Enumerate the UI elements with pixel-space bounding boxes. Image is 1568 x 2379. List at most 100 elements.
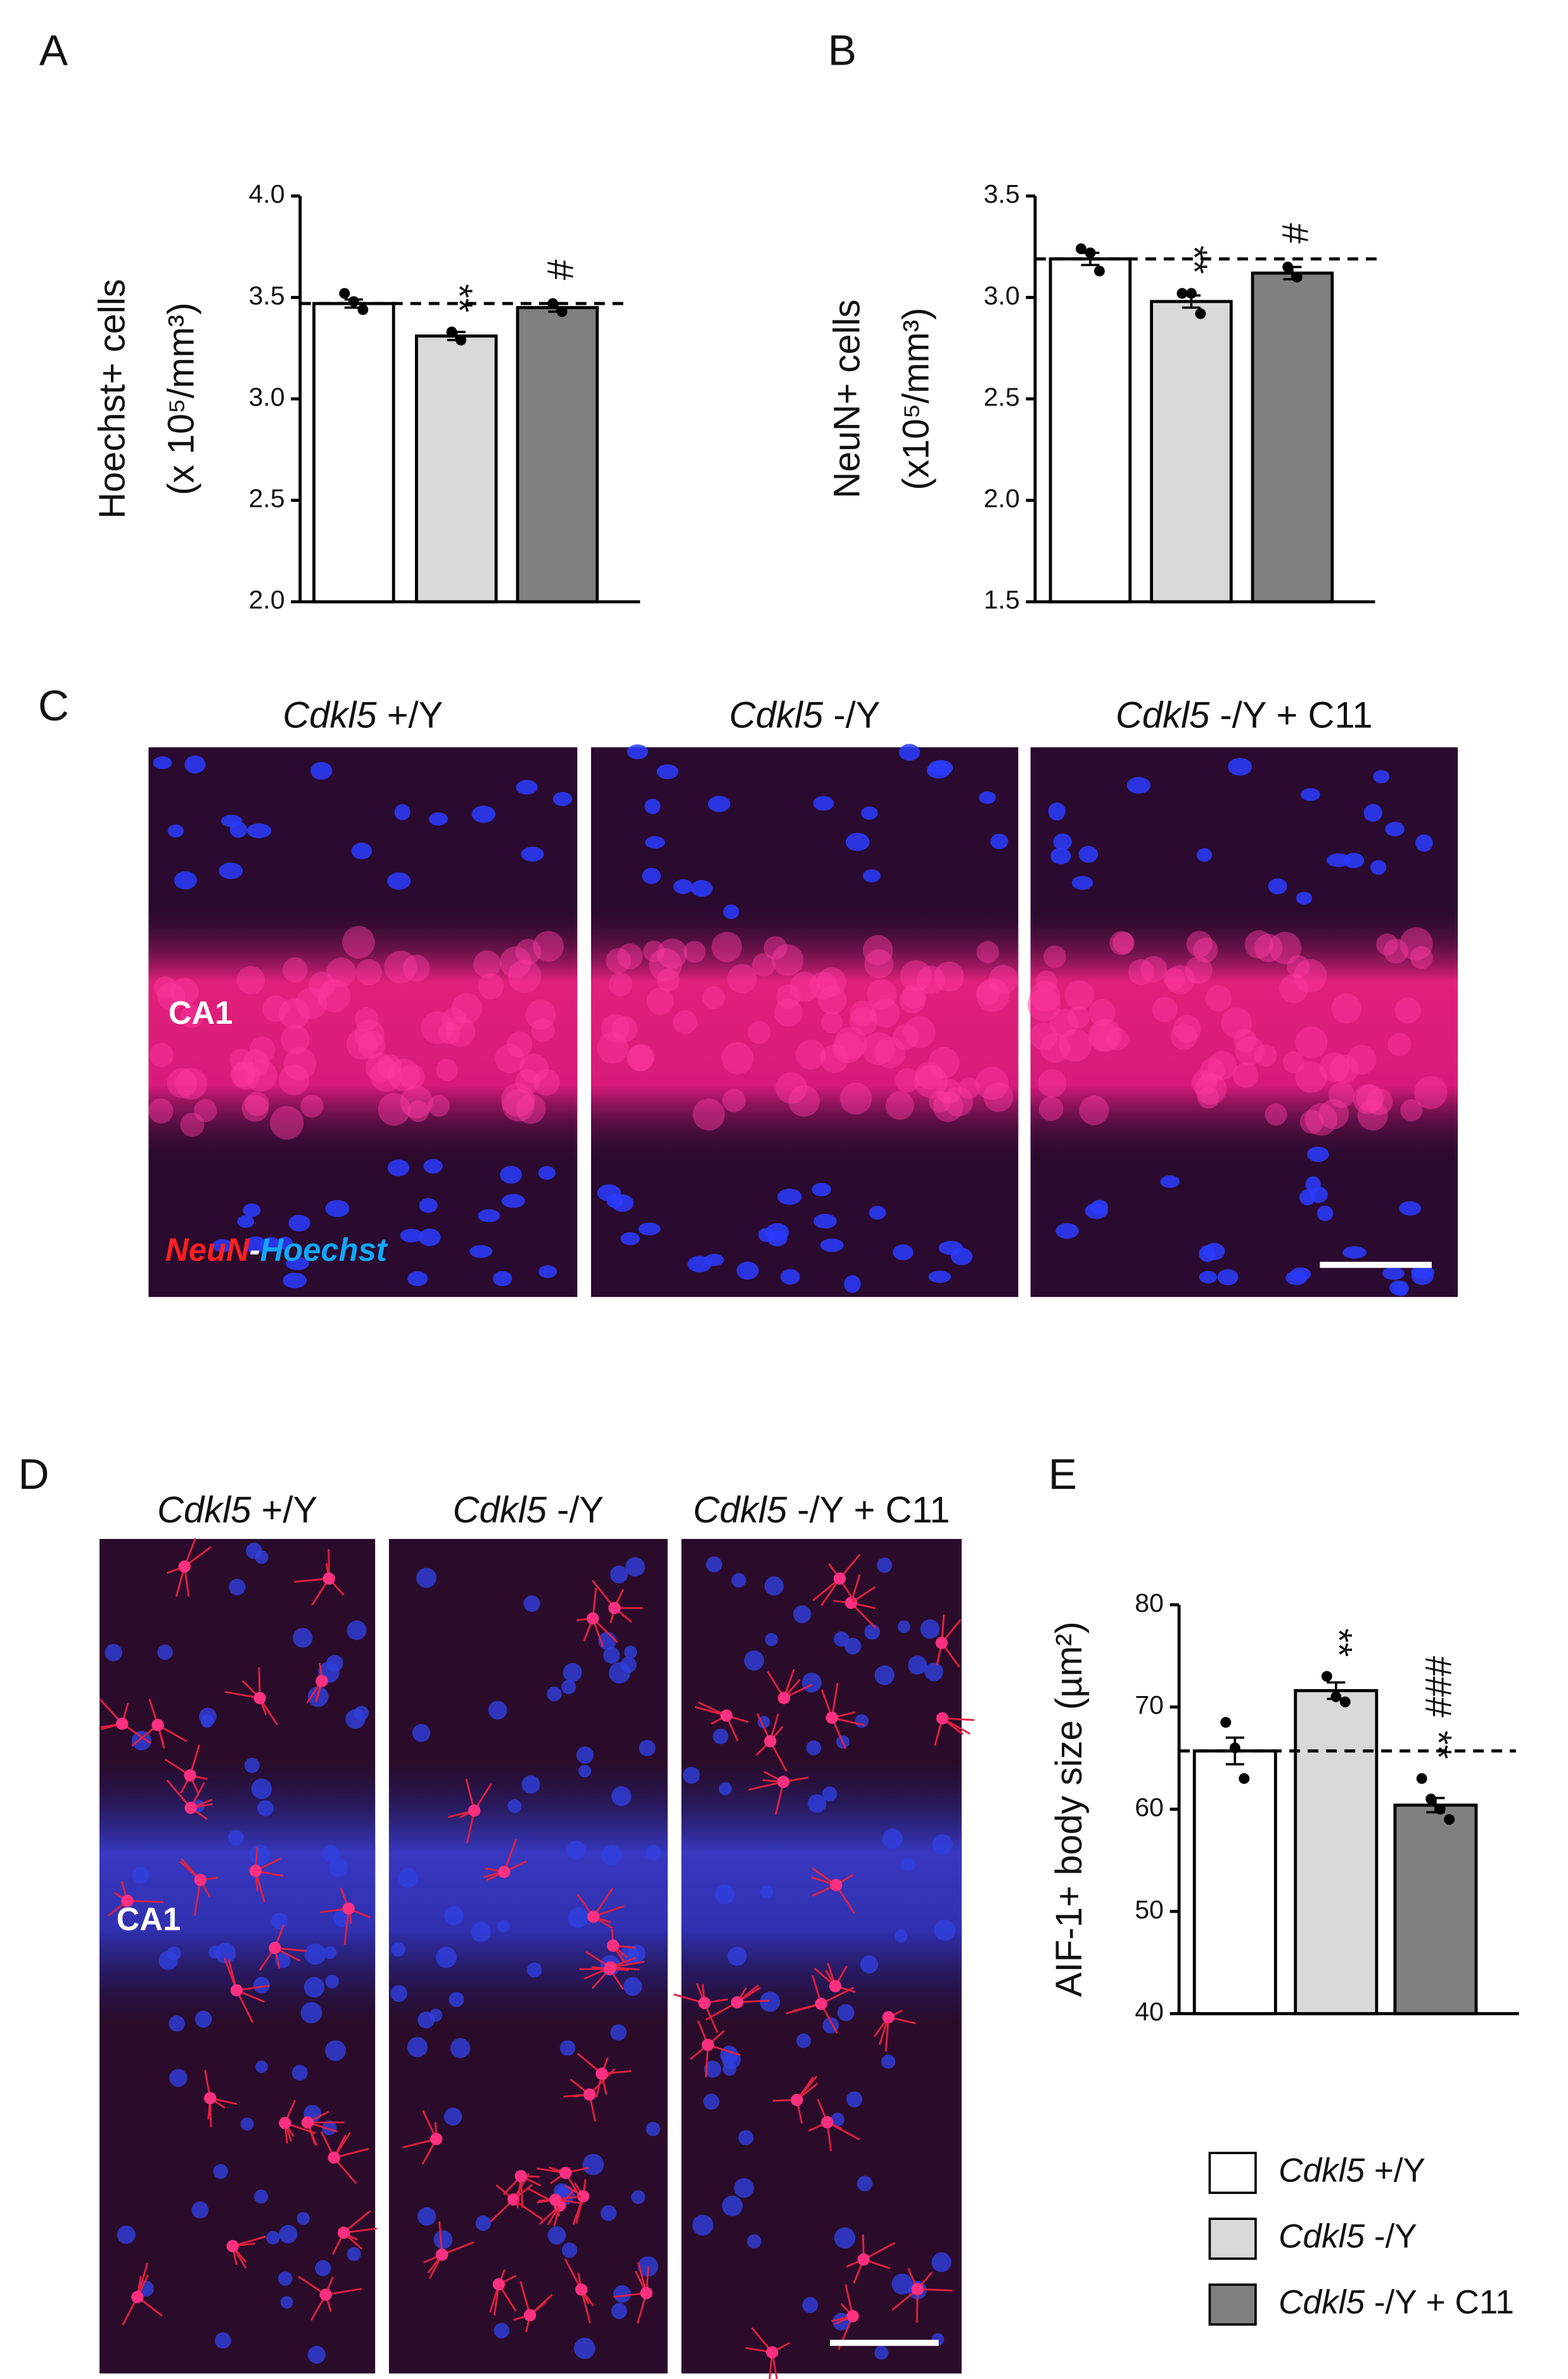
neuron: [1193, 937, 1218, 963]
neuron: [1090, 1021, 1119, 1051]
nucleus: [744, 1650, 765, 1671]
neuron: [1414, 1076, 1448, 1109]
neuron: [500, 1083, 535, 1117]
nucleus: [322, 2120, 337, 2136]
neuron: [326, 957, 357, 987]
nucleus: [547, 2226, 566, 2245]
nucleus: [501, 1194, 525, 1208]
nucleus: [1415, 834, 1433, 852]
nucleus: [731, 1572, 746, 1588]
nucleus: [845, 832, 870, 851]
neuron: [370, 1059, 402, 1092]
neuron: [763, 936, 787, 960]
nucleus: [435, 1946, 457, 1968]
neuron: [1365, 1088, 1393, 1116]
nucleus: [802, 2297, 819, 2313]
nucleus: [345, 1709, 366, 1729]
micrograph: [148, 747, 578, 1298]
y-tick-label: 3.5: [248, 281, 284, 310]
neuron: [1191, 1069, 1218, 1096]
panel-title: Cdkl5 -/Y + C11: [693, 1489, 950, 1531]
neuron: [1356, 1084, 1384, 1113]
nucleus: [642, 867, 661, 884]
nucleus: [1382, 1266, 1405, 1280]
neuron: [1059, 1029, 1092, 1062]
neuron: [817, 967, 846, 997]
neuron: [170, 978, 199, 1007]
neuron: [1232, 1062, 1259, 1088]
nucleus: [538, 1265, 558, 1279]
neuron: [355, 959, 383, 986]
neuron: [283, 957, 308, 983]
microglia: [322, 1572, 335, 1585]
neuron: [1293, 959, 1327, 993]
nucleus: [708, 796, 730, 812]
nucleus: [184, 755, 206, 774]
y-tick-label: 70: [1135, 1690, 1164, 1719]
neuron: [1040, 1033, 1070, 1063]
data-point: [1330, 1691, 1342, 1702]
neuron: [230, 1062, 255, 1087]
nucleus: [246, 823, 272, 838]
data-point: [1085, 247, 1096, 258]
microglia: [121, 1894, 134, 1907]
nucleus: [627, 744, 648, 760]
region-label: CA1: [169, 995, 233, 1031]
nucleus: [521, 1775, 540, 1794]
significance-mark: **: [438, 284, 480, 312]
nucleus: [157, 1644, 173, 1661]
nucleus: [310, 762, 333, 780]
microglia: [730, 1996, 744, 2009]
neuron: [519, 1053, 549, 1083]
neuron: [507, 959, 542, 993]
microglia: [766, 2346, 779, 2359]
microglia: [249, 1865, 262, 1877]
data-point: [1339, 1696, 1351, 1707]
neuron: [1318, 1099, 1349, 1130]
neuron: [1221, 1007, 1252, 1038]
nucleus: [492, 1271, 513, 1287]
neuron: [1027, 988, 1061, 1022]
nucleus: [727, 1946, 747, 1966]
nucleus: [387, 872, 411, 890]
microglia: [596, 2067, 608, 2080]
neuron: [927, 1047, 960, 1079]
nucleus: [497, 1920, 510, 1932]
neuron: [976, 980, 1001, 1005]
nucleus: [813, 796, 834, 811]
nucleus: [169, 2015, 185, 2032]
nucleus: [417, 2207, 437, 2226]
bar: [516, 306, 599, 604]
neuron: [245, 1092, 269, 1116]
neuron: [649, 948, 682, 981]
data-point: [1195, 308, 1206, 319]
neuron: [515, 1069, 540, 1094]
microglia: [328, 2151, 340, 2164]
nucleus: [153, 756, 172, 770]
nucleus: [105, 1643, 122, 1662]
neuron: [915, 1061, 943, 1090]
nucleus: [646, 2122, 661, 2136]
nucleus: [623, 1977, 642, 1996]
nucleus: [844, 1275, 861, 1293]
microglia: [640, 2287, 653, 2299]
y-tick-label: 2.5: [248, 484, 284, 513]
nucleus: [215, 1942, 236, 1964]
nucleus: [307, 2345, 326, 2364]
nucleus: [251, 1778, 272, 1799]
neuron: [243, 1049, 270, 1076]
nucleus: [469, 1245, 493, 1258]
neuron: [936, 1078, 962, 1104]
nucleus: [323, 1946, 337, 1959]
nucleus: [1296, 891, 1313, 905]
neuron: [722, 1088, 746, 1113]
nucleus: [718, 1782, 732, 1795]
nucleus: [1370, 860, 1387, 875]
nucleus: [471, 805, 496, 823]
nucleus: [433, 2230, 453, 2249]
nucleus: [1285, 1270, 1308, 1285]
nucleus: [601, 2205, 617, 2221]
nucleus: [855, 1714, 869, 1728]
neuron: [597, 1032, 628, 1064]
